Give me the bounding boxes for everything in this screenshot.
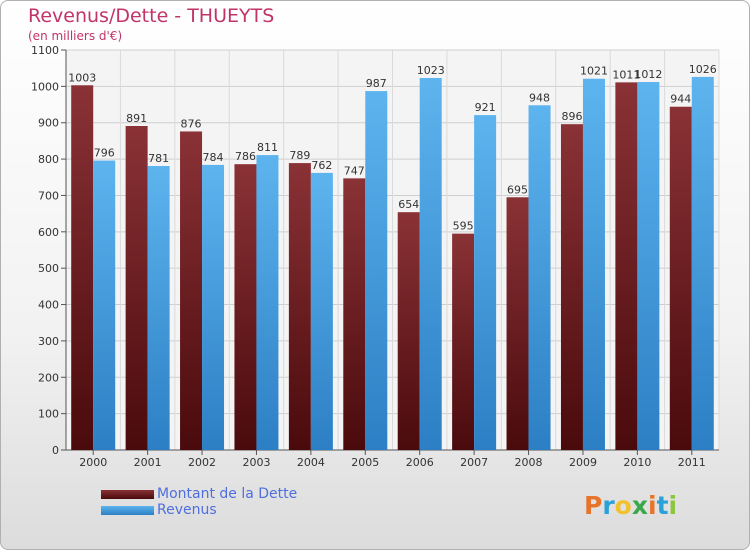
- bar-dette: [397, 212, 420, 450]
- data-label-dette: 944: [670, 93, 691, 106]
- bar-dette: [452, 233, 475, 450]
- logo-letter: o: [614, 491, 632, 520]
- y-tick-label: 700: [38, 189, 59, 202]
- y-tick-label: 600: [38, 226, 59, 239]
- legend-swatch-dette: [101, 490, 154, 499]
- bar-revenus: [691, 76, 714, 450]
- x-tick-label: 2005: [351, 456, 379, 469]
- y-tick-label: 500: [38, 262, 59, 275]
- bar-dette: [180, 131, 203, 451]
- x-tick-label: 2003: [242, 456, 270, 469]
- bar-dette: [506, 197, 529, 450]
- legend-label-dette: Montant de la Dette: [157, 486, 298, 502]
- bar-revenus: [202, 164, 225, 450]
- bar-revenus: [256, 155, 279, 450]
- data-label-dette: 1003: [68, 71, 96, 84]
- bar-dette: [71, 85, 94, 450]
- y-tick-label: 100: [38, 408, 59, 421]
- bar-revenus: [310, 172, 333, 450]
- data-label-revenus: 1021: [580, 65, 608, 78]
- data-label-dette: 896: [561, 110, 582, 123]
- data-label-revenus: 987: [366, 77, 387, 90]
- bar-revenus: [528, 105, 551, 450]
- x-tick-label: 2002: [188, 456, 216, 469]
- data-label-dette: 747: [344, 164, 365, 177]
- data-label-dette: 891: [126, 112, 147, 125]
- y-tick-label: 300: [38, 335, 59, 348]
- data-label-revenus: 921: [475, 101, 496, 114]
- bar-revenus: [582, 78, 605, 451]
- bar-revenus: [147, 166, 170, 450]
- data-label-revenus: 948: [529, 91, 550, 104]
- data-label-revenus: 811: [257, 141, 278, 154]
- bar-revenus: [474, 115, 497, 450]
- chart-title: Revenus/Dette - THUEYTS: [28, 5, 275, 27]
- data-label-revenus: 762: [311, 159, 332, 172]
- bar-dette: [234, 164, 257, 450]
- data-label-revenus: 1012: [634, 68, 662, 81]
- bar-revenus: [93, 160, 116, 450]
- data-label-revenus: 1023: [417, 64, 445, 77]
- data-label-dette: 654: [398, 198, 419, 211]
- y-tick-label: 800: [38, 153, 59, 166]
- bar-dette: [343, 178, 366, 450]
- x-tick-label: 2009: [569, 456, 597, 469]
- bar-dette: [288, 163, 311, 450]
- x-tick-label: 2001: [134, 456, 162, 469]
- data-label-revenus: 784: [203, 151, 224, 164]
- data-label-dette: 876: [181, 117, 202, 130]
- logo-letter: r: [602, 491, 615, 520]
- x-tick-label: 2000: [79, 456, 107, 469]
- data-label-revenus: 796: [94, 147, 115, 160]
- x-tick-label: 2006: [406, 456, 434, 469]
- bar-revenus: [365, 91, 388, 450]
- data-label-dette: 786: [235, 150, 256, 163]
- bar-dette: [615, 82, 638, 450]
- bar-dette: [669, 106, 692, 451]
- chart-subtitle: (en milliers d'€): [28, 29, 123, 43]
- logo-letter: t: [656, 491, 669, 520]
- proxiti-logo: Proxiti: [584, 491, 677, 520]
- legend-swatch-revenus: [101, 506, 154, 515]
- x-tick-label: 2011: [678, 456, 706, 469]
- logo-letter: P: [584, 491, 603, 520]
- logo-letter: i: [648, 491, 657, 520]
- data-label-revenus: 1026: [689, 63, 717, 76]
- bar-revenus: [419, 78, 442, 450]
- bar-dette: [560, 124, 583, 450]
- y-tick-label: 900: [38, 117, 59, 130]
- y-tick-label: 1000: [31, 80, 59, 93]
- x-tick-label: 2008: [515, 456, 543, 469]
- y-tick-label: 200: [38, 371, 59, 384]
- x-tick-label: 2010: [623, 456, 651, 469]
- logo-letter: i: [668, 491, 678, 520]
- data-label-revenus: 781: [148, 152, 169, 165]
- x-tick-label: 2004: [297, 456, 325, 469]
- legend-label-revenus: Revenus: [157, 502, 217, 518]
- y-tick-label: 400: [38, 299, 59, 312]
- data-label-dette: 695: [507, 183, 528, 196]
- bar-revenus: [637, 82, 660, 450]
- data-label-dette: 789: [289, 149, 310, 162]
- y-tick-label: 0: [52, 444, 59, 457]
- x-tick-label: 2007: [460, 456, 488, 469]
- bar-dette: [125, 126, 148, 450]
- y-tick-label: 1100: [31, 44, 59, 57]
- data-label-dette: 595: [453, 220, 474, 233]
- data-label-dette: 1011: [612, 68, 640, 81]
- logo-letter: x: [631, 491, 648, 520]
